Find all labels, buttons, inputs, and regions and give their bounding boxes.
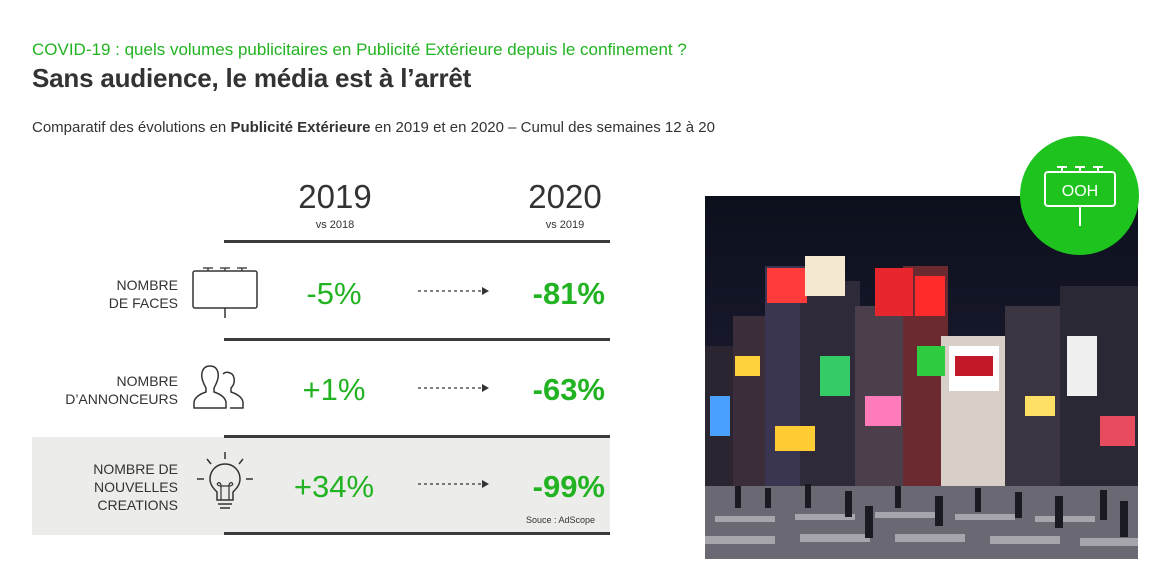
value-2020: -63% xyxy=(532,372,605,407)
value-2019: +1% xyxy=(302,372,366,407)
billboard-icon xyxy=(1044,166,1116,226)
ooh-badge xyxy=(1020,136,1139,255)
table-rule xyxy=(224,532,610,535)
page-title: Sans audience, le média est à l’arrêt xyxy=(32,63,472,93)
subtitle-pre: Comparatif des évolutions en xyxy=(32,119,231,136)
value-2020: -81% xyxy=(532,276,605,311)
row-label-line: NOMBRE DE xyxy=(93,461,178,477)
table-rule xyxy=(224,240,610,243)
column-year-2019: 2019 xyxy=(298,178,372,215)
subtitle-bold: Publicité Extérieure xyxy=(230,119,371,136)
dashed-arrow-icon xyxy=(418,287,489,295)
row-label-line: NOUVELLES xyxy=(93,479,178,495)
value-2020: -99% xyxy=(532,469,605,504)
subtitle-post: en 2019 et en 2020 – Cumul des semaines … xyxy=(370,119,715,136)
dashed-arrow-icon xyxy=(418,384,489,392)
lightbulb-icon xyxy=(197,452,253,509)
row-label-line: NOMBRE xyxy=(116,277,178,293)
ooh-label: OOH xyxy=(1061,183,1099,200)
billboard-icon xyxy=(192,267,258,318)
column-sub-2019: vs 2018 xyxy=(315,219,355,231)
row-label: NOMBRE D’ANNONCEURS xyxy=(28,372,178,408)
row-label-line: D’ANNONCEURS xyxy=(65,391,178,407)
table-rule xyxy=(224,435,610,438)
row-label: NOMBRE DE NOUVELLES CREATIONS xyxy=(28,460,178,514)
people-icon xyxy=(193,365,244,409)
kicker-text: COVID-19 : quels volumes publicitaires e… xyxy=(32,40,687,59)
row-label-line: CREATIONS xyxy=(97,497,178,513)
row-label-line: DE FACES xyxy=(108,295,178,311)
value-2019: +34% xyxy=(293,469,375,504)
row-label-line: NOMBRE xyxy=(116,373,178,389)
highlight-row-background xyxy=(32,437,610,535)
dashed-arrow-icon xyxy=(418,480,489,488)
source-note: Souce : AdScope xyxy=(526,515,596,525)
row-label: NOMBRE DE FACES xyxy=(28,276,178,312)
city-night-photo xyxy=(705,196,1138,559)
column-year-2020: 2020 xyxy=(528,178,602,215)
subtitle: Comparatif des évolutions en Publicité E… xyxy=(32,119,715,136)
column-sub-2020: vs 2019 xyxy=(545,219,585,231)
value-2019: -5% xyxy=(306,276,362,311)
table-rule xyxy=(224,338,610,341)
